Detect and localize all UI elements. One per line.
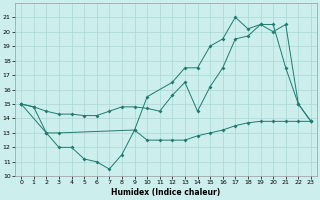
- X-axis label: Humidex (Indice chaleur): Humidex (Indice chaleur): [111, 188, 221, 197]
